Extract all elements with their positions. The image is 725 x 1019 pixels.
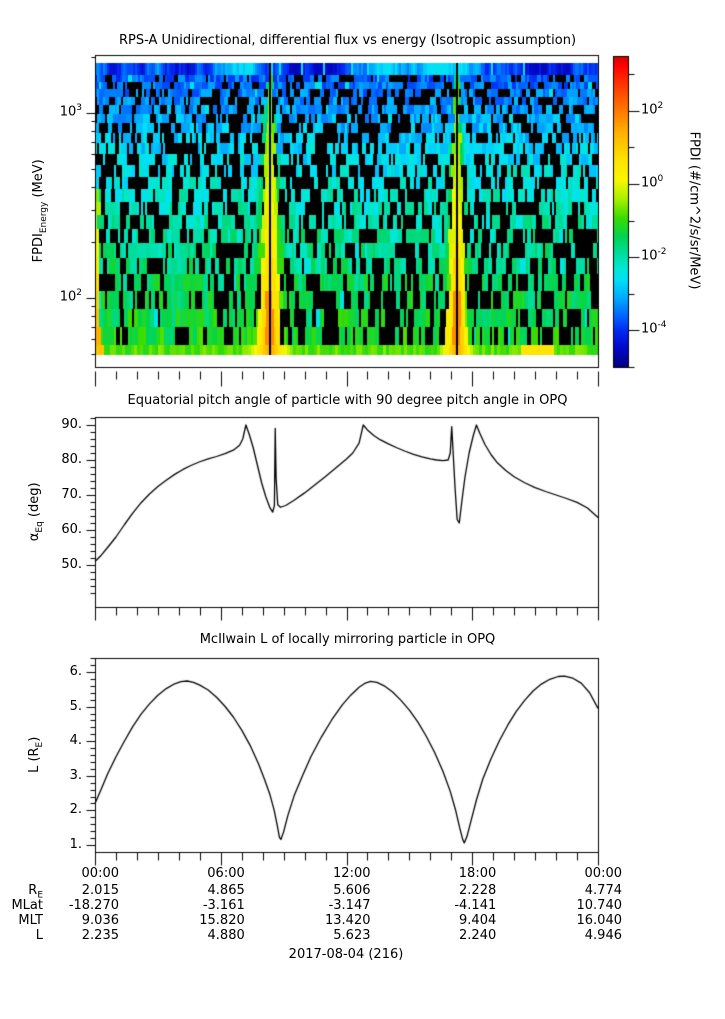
footer-value: 4.880: [207, 928, 245, 943]
colorbar-tick-label: 100: [641, 174, 664, 191]
L-y-tick-label: 3.: [69, 767, 82, 783]
flux-y-axis-title: FPDIEnergy (MeV): [31, 159, 49, 263]
colorbar-tick-label: 10-2: [641, 247, 667, 264]
L-y-tick-label: 2.: [69, 802, 82, 818]
footer-value: 5.623: [333, 928, 371, 943]
footer-row-label: MLT: [18, 913, 43, 928]
footer-value: -18.270: [68, 898, 119, 913]
colorbar-tick-label: 102: [641, 100, 664, 118]
footer-value: 9.036: [81, 913, 119, 928]
pitch-y-tick-label: 90.: [61, 417, 82, 432]
footer-value: 5.606: [333, 883, 371, 898]
mcilwain-panel-title: McIlwain L of locally mirroring particle…: [199, 632, 496, 647]
footer-value: 13.420: [325, 913, 371, 928]
footer-row-label: MLat: [11, 898, 43, 913]
footer-value: 10.740: [576, 898, 623, 913]
footer-value: 4.774: [584, 883, 622, 898]
footer-value: 2.235: [81, 928, 119, 943]
L-y-tick-label: 6.: [69, 664, 82, 679]
date-label: 2017-08-04 (216): [288, 947, 404, 962]
footer-value: 15.820: [199, 913, 245, 928]
footer-value: 16.040: [576, 913, 623, 928]
footer-value: -4.141: [454, 898, 497, 913]
x-axis-time-label: 18:00: [458, 866, 497, 881]
footer-value: -3.147: [328, 898, 371, 913]
x-axis-time-label: 12:00: [333, 866, 371, 881]
pitch-y-tick-label: 60.: [61, 522, 82, 537]
pitch-y-tick-label: 50.: [61, 557, 82, 572]
L-y-tick-label: 4.: [69, 733, 82, 749]
pitch-y-tick-label: 70.: [61, 487, 82, 502]
footer-value: 2.015: [81, 883, 119, 898]
L-y-axis-title: L (RE): [27, 736, 45, 773]
colorbar-axis-title: FPDI (#/cm^2/s/sr/MeV): [686, 131, 702, 290]
L-y-tick-label: 5.: [69, 698, 82, 714]
x-axis-time-label: 00:00: [81, 866, 119, 881]
footer-value: 9.404: [459, 913, 497, 928]
footer-value: 4.946: [584, 928, 622, 943]
footer-row-label: RE: [28, 883, 43, 901]
footer-value: 2.228: [459, 883, 497, 898]
L-y-tick-label: 1.: [69, 837, 82, 852]
footer-value: 2.240: [459, 928, 497, 943]
footer-value: 4.865: [207, 883, 245, 898]
pitch-y-axis-title: αEq (deg): [27, 482, 45, 542]
x-axis-time-label: 06:00: [207, 866, 245, 881]
flux-y-tick-label: 103: [59, 103, 82, 120]
colorbar-tick-label: 10-4: [641, 320, 667, 337]
flux-panel-title: RPS-A Unidirectional, differential flux …: [118, 33, 577, 48]
x-axis-time-label: 00:00: [584, 866, 622, 881]
pitch-angle-panel-title: Equatorial pitch angle of particle with …: [127, 393, 568, 408]
pitch-y-tick-label: 80.: [61, 452, 82, 467]
footer-row-label: L: [35, 928, 43, 943]
footer-value: -3.161: [202, 898, 245, 913]
flux-y-tick-label: 102: [59, 288, 82, 305]
